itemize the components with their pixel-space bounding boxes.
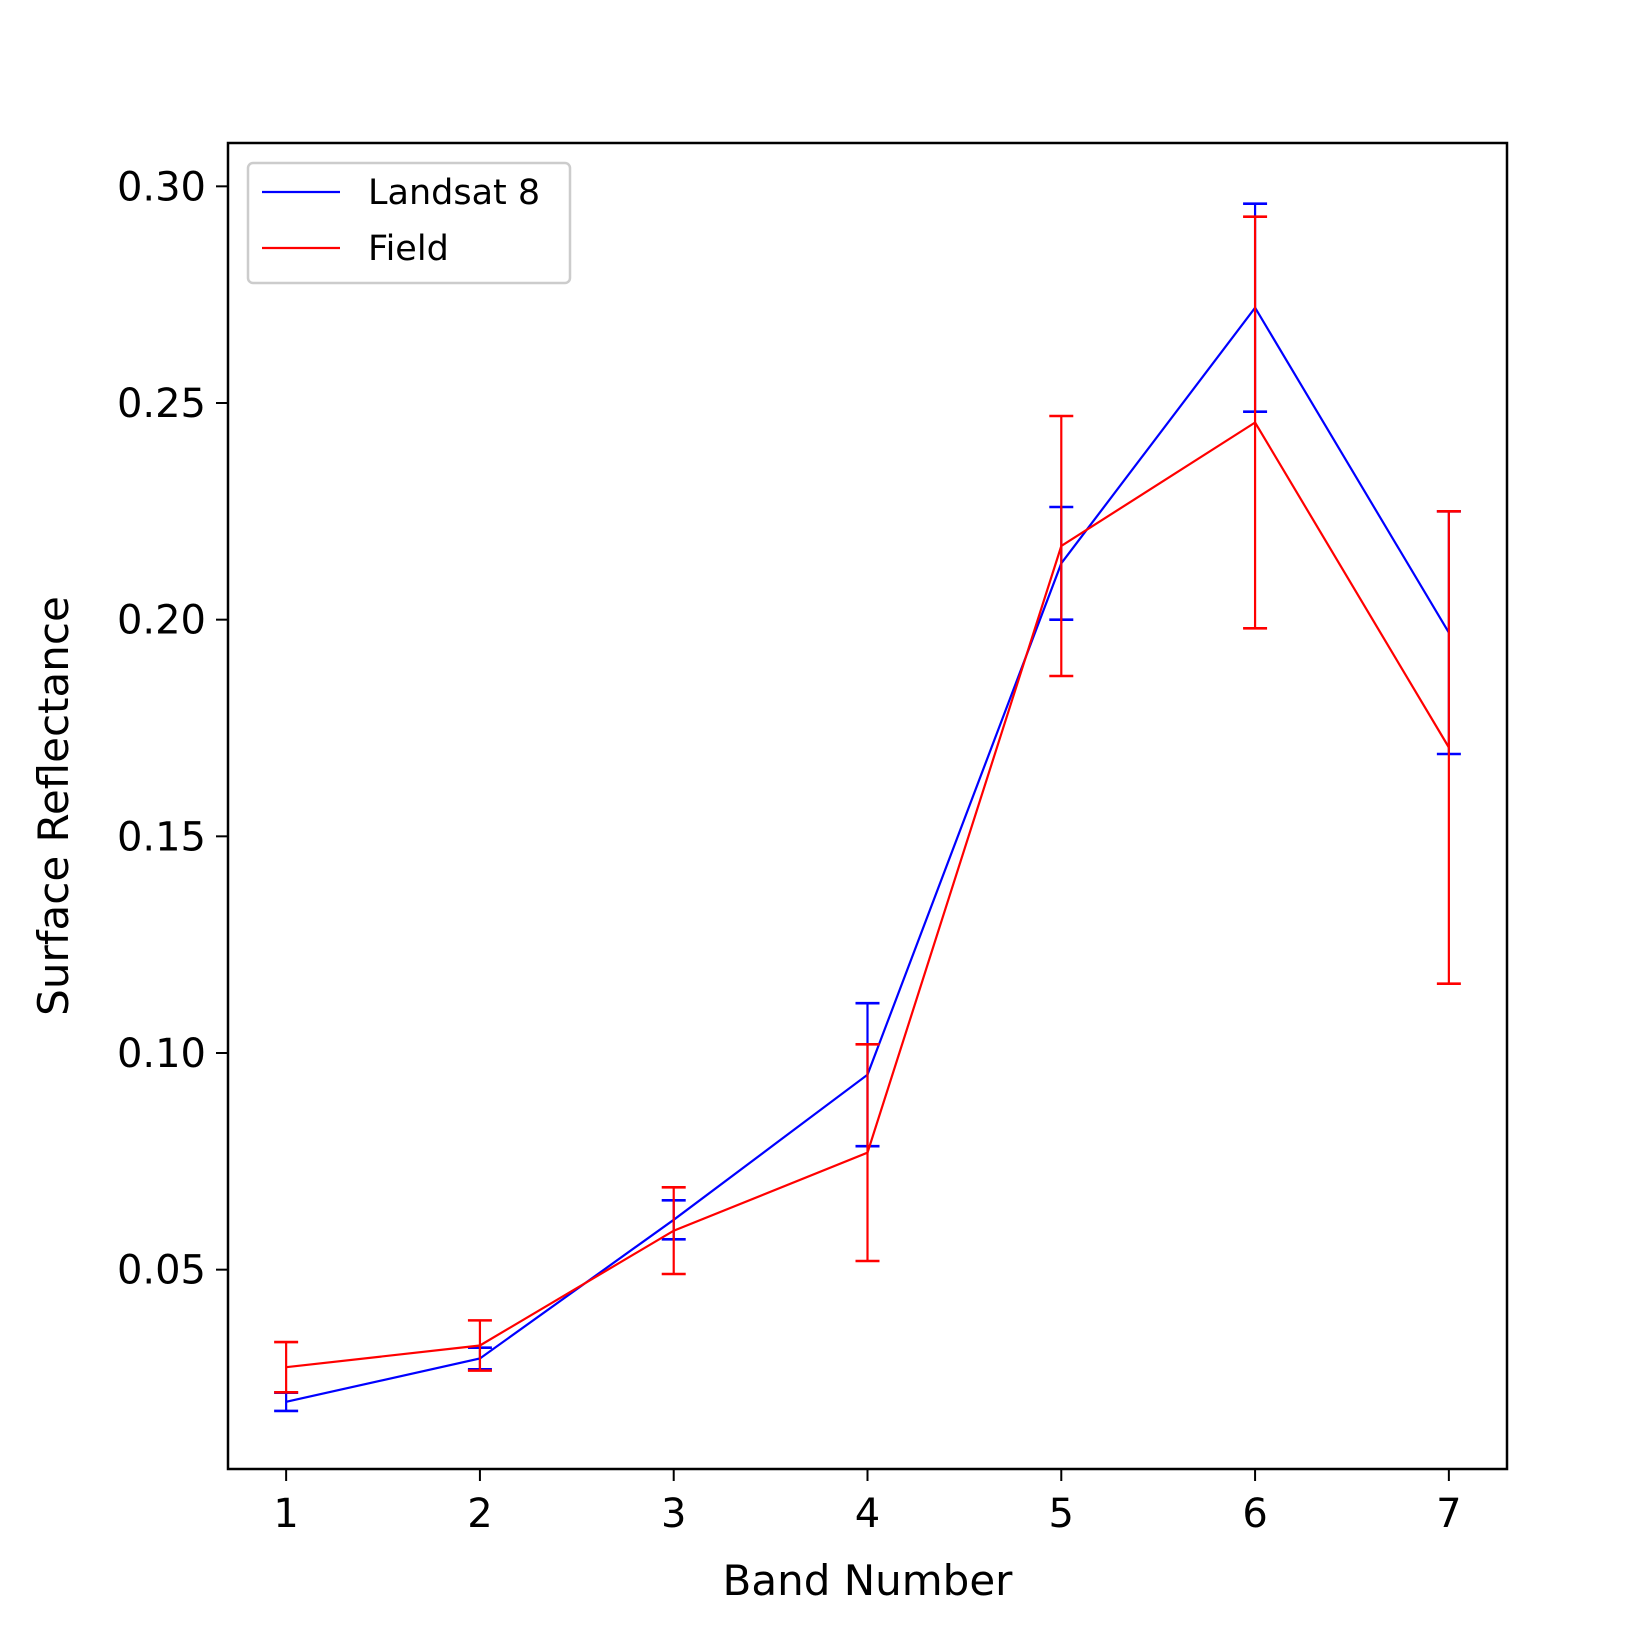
plot-frame bbox=[226, 141, 1509, 1471]
x-tick-label: 6 bbox=[1242, 1491, 1267, 1537]
legend: Landsat 8 Field bbox=[246, 161, 572, 285]
error-bar bbox=[274, 1340, 299, 1394]
x-tick-label: 3 bbox=[661, 1491, 686, 1537]
y-axis-title: Surface Reflectance bbox=[29, 596, 78, 1016]
x-tick-label: 4 bbox=[855, 1491, 880, 1537]
error-bar bbox=[1049, 414, 1074, 678]
error-bar bbox=[1243, 215, 1268, 630]
legend-item: Field bbox=[262, 229, 449, 269]
error-bar bbox=[1436, 510, 1461, 985]
legend-item: Landsat 8 bbox=[262, 173, 540, 213]
error-bar bbox=[661, 1186, 686, 1276]
x-axis: 1 2 3 4 5 6 7 bbox=[273, 1469, 1462, 1537]
error-bar bbox=[855, 1043, 880, 1263]
error-bar bbox=[467, 1319, 492, 1372]
x-tick-label: 7 bbox=[1436, 1491, 1461, 1537]
y-tick-label: 0.05 bbox=[117, 1248, 206, 1294]
y-tick-label: 0.25 bbox=[117, 381, 206, 427]
plot-area bbox=[274, 202, 1461, 1413]
y-axis: 0.05 0.10 0.15 0.20 0.25 0.30 bbox=[117, 164, 228, 1294]
y-tick-label: 0.20 bbox=[117, 598, 206, 644]
y-tick-label: 0.10 bbox=[117, 1031, 206, 1077]
y-tick-label: 0.30 bbox=[117, 164, 206, 210]
x-tick-label: 5 bbox=[1049, 1491, 1074, 1537]
x-tick-label: 2 bbox=[467, 1491, 492, 1537]
legend-label: Landsat 8 bbox=[368, 173, 540, 213]
x-axis-title: Band Number bbox=[723, 1556, 1014, 1605]
legend-label: Field bbox=[368, 229, 449, 269]
error-bar bbox=[274, 1391, 299, 1413]
x-tick-label: 1 bbox=[273, 1491, 298, 1537]
series-1 bbox=[274, 215, 1461, 1394]
y-tick-label: 0.15 bbox=[117, 814, 206, 860]
